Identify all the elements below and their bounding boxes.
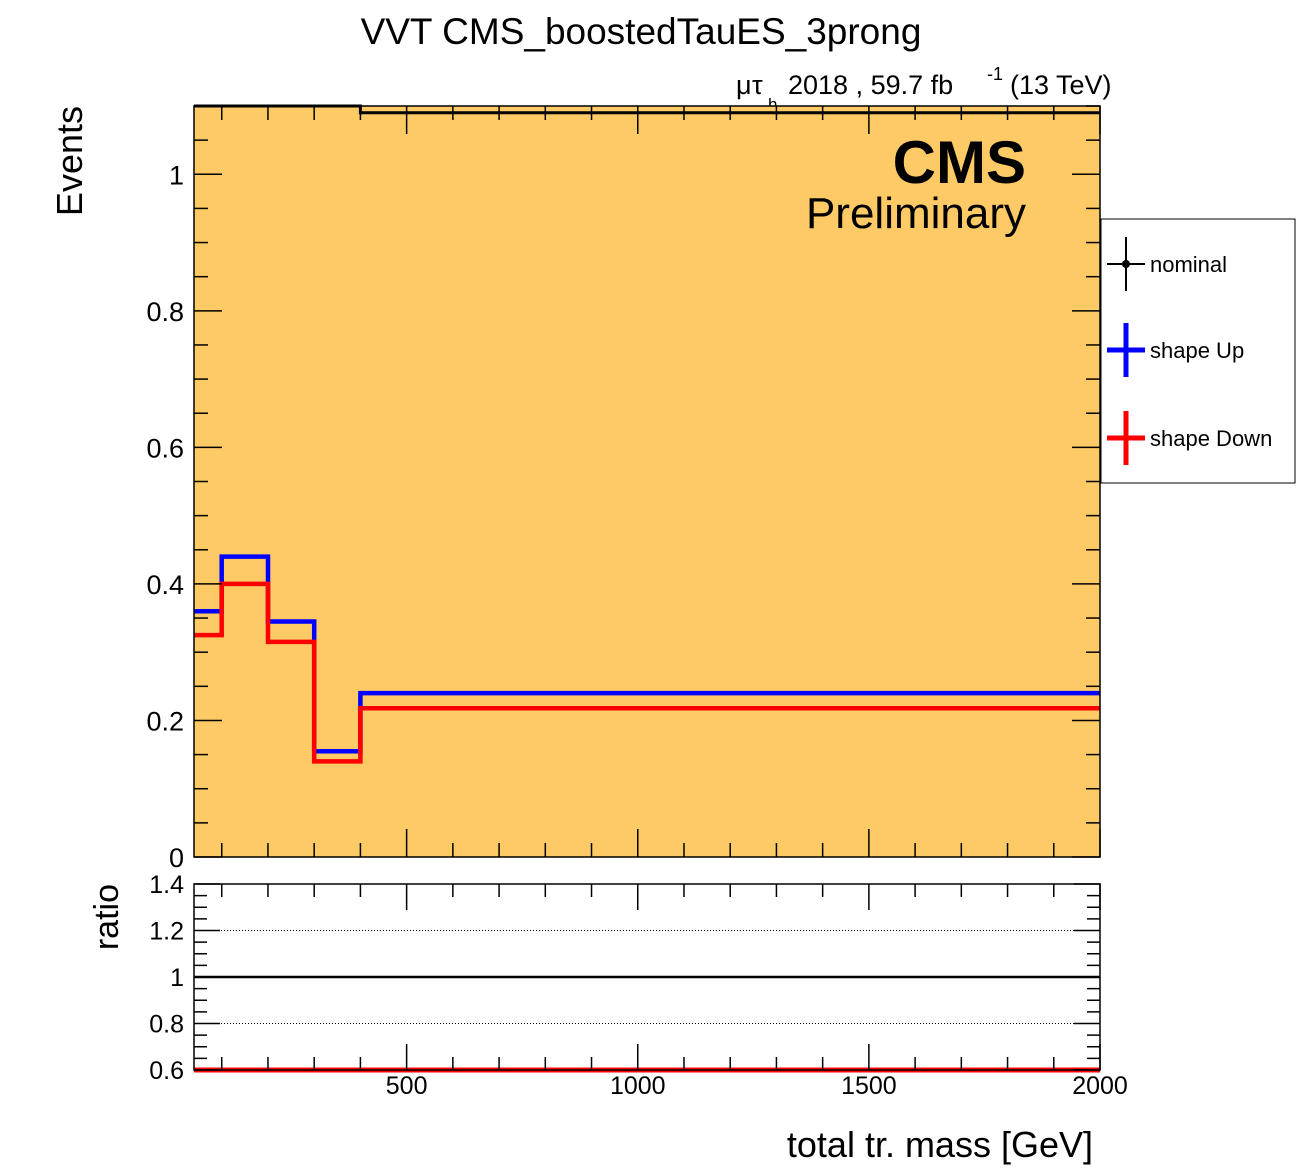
legend-marker-dot — [1122, 260, 1130, 268]
x-tick-label: 1500 — [841, 1072, 897, 1100]
lumi-text: 2018 , 59.7 fb — [788, 70, 953, 100]
legend-label: shape Up — [1150, 338, 1244, 363]
x-tick-label: 1000 — [610, 1072, 666, 1100]
legend-label: shape Down — [1150, 426, 1272, 451]
cms-preliminary-label: Preliminary — [806, 189, 1026, 238]
lumi-tau: τ — [752, 70, 763, 100]
ratio-y-ticks: 0.6 0.8 1 1.2 1.4 — [149, 871, 1100, 1085]
ratio-gridlines — [194, 930, 1100, 1024]
lumi-tau-subscript: h — [768, 95, 777, 114]
legend-entry-nominal: nominal — [1107, 237, 1227, 291]
ratio-y-tick-label: 0.8 — [149, 1011, 184, 1039]
main-y-tick-label: 0.4 — [146, 570, 184, 600]
lumi-label: μ τ h 2018 , 59.7 fb -1 (13 TeV) — [736, 64, 1112, 114]
ratio-plot-pad: 0.6 0.8 1 1.2 1.4 500 1000 1500 2000 — [149, 871, 1128, 1100]
main-plot-background-fill — [194, 106, 1100, 857]
main-y-tick-label: 1 — [169, 160, 184, 190]
main-y-tick-label: 0.2 — [146, 706, 184, 736]
main-y-ticks: 0 0.2 0.4 0.6 0.8 1 — [146, 105, 1100, 873]
ratio-y-tick-label: 1.4 — [149, 871, 184, 899]
lumi-superscript: -1 — [987, 64, 1003, 84]
main-x-ticks — [220, 106, 1101, 857]
ratio-y-tick-label: 1.2 — [149, 918, 184, 946]
main-y-tick-label: 0.8 — [146, 297, 184, 327]
legend: nominal shape Up shape Down — [1100, 218, 1296, 484]
main-y-tick-label: 0 — [169, 843, 184, 873]
legend-entry-shape-up: shape Up — [1107, 323, 1244, 377]
cms-label: CMS — [893, 129, 1026, 196]
x-tick-label: 500 — [386, 1072, 428, 1100]
chart-title: VVT CMS_boostedTauES_3prong — [361, 11, 922, 52]
ratio-plot-frame — [193, 883, 1101, 1071]
legend-entry-shape-down: shape Down — [1107, 411, 1272, 465]
ratio-y-tick-label: 0.6 — [149, 1057, 184, 1085]
main-y-tick-label: 0.6 — [146, 433, 184, 463]
lumi-energy: (13 TeV) — [1010, 70, 1112, 100]
ratio-y-tick-label: 1 — [170, 964, 184, 992]
ratio-x-ticks: 500 1000 1500 2000 — [220, 884, 1128, 1100]
main-y-axis-label: Events — [49, 106, 90, 216]
main-plot-pad: 0 0.2 0.4 0.6 0.8 1 — [146, 104, 1101, 873]
x-tick-label: 2000 — [1072, 1072, 1128, 1100]
ratio-y-axis-label: ratio — [88, 884, 126, 950]
x-axis-label: total tr. mass [GeV] — [787, 1124, 1093, 1165]
series-line-shape-down — [194, 581, 1100, 764]
legend-label: nominal — [1150, 252, 1227, 277]
lumi-mu: μ — [736, 70, 752, 100]
main-plot-frame — [193, 105, 1101, 858]
